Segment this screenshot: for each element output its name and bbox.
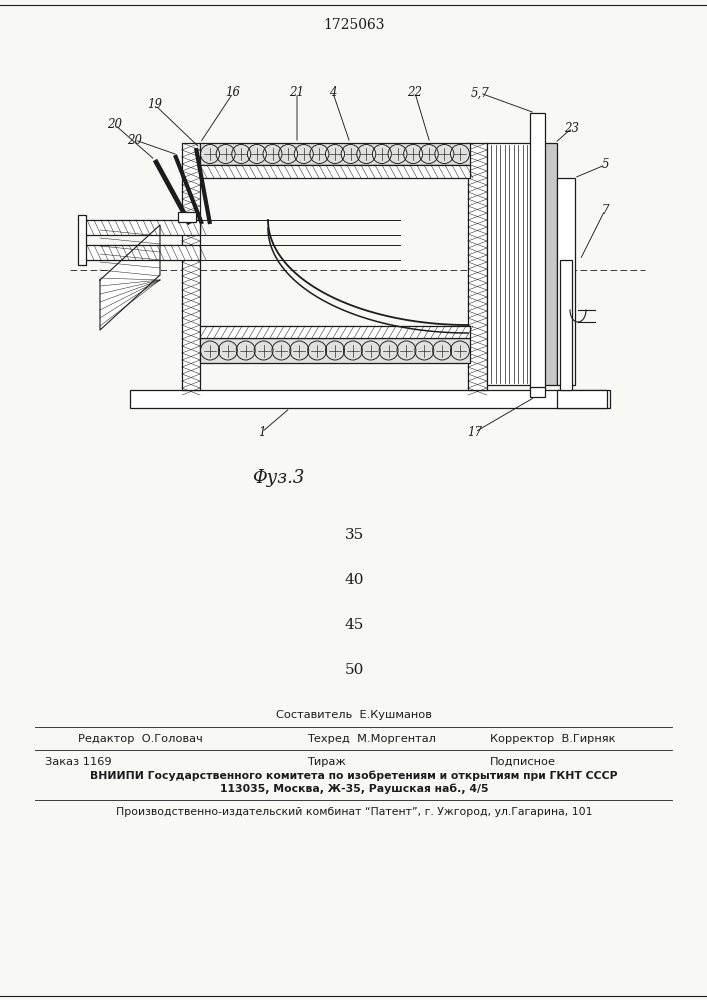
Text: 5,7: 5,7 xyxy=(471,87,489,100)
Bar xyxy=(468,143,487,390)
Text: 17: 17 xyxy=(467,426,482,438)
Text: 1725063: 1725063 xyxy=(323,18,385,32)
Text: Заказ 1169: Заказ 1169 xyxy=(45,757,112,767)
Text: 35: 35 xyxy=(344,528,363,542)
Bar xyxy=(530,113,545,390)
Text: Составитель  Е.Кушманов: Составитель Е.Кушманов xyxy=(276,710,432,720)
Text: 40: 40 xyxy=(344,573,363,587)
Polygon shape xyxy=(100,225,160,330)
Text: 16: 16 xyxy=(226,87,240,100)
Text: Редактор  О.Головач: Редактор О.Головач xyxy=(78,734,203,744)
Text: 18: 18 xyxy=(103,294,117,306)
Text: 20: 20 xyxy=(127,133,143,146)
Text: 1: 1 xyxy=(258,426,266,438)
Bar xyxy=(200,326,470,338)
Text: 23: 23 xyxy=(564,121,580,134)
Bar xyxy=(80,245,200,260)
Bar xyxy=(130,390,610,408)
Bar xyxy=(487,143,543,385)
Text: Техред  М.Моргентал: Техред М.Моргентал xyxy=(307,734,436,744)
Text: 113035, Москва, Ж-35, Раушская наб., 4/5: 113035, Москва, Ж-35, Раушская наб., 4/5 xyxy=(220,784,489,794)
Text: 50: 50 xyxy=(344,663,363,677)
Text: 5: 5 xyxy=(601,158,609,172)
Bar xyxy=(560,260,572,390)
Text: Φуз.3: Φуз.3 xyxy=(252,469,304,487)
Bar xyxy=(200,165,470,178)
Bar xyxy=(530,387,545,397)
Bar xyxy=(200,143,470,165)
Text: 21: 21 xyxy=(289,87,305,100)
Bar xyxy=(557,178,575,385)
Text: 22: 22 xyxy=(407,87,423,100)
Bar xyxy=(200,338,470,363)
Text: 19: 19 xyxy=(148,99,163,111)
Text: 20: 20 xyxy=(107,118,122,131)
Bar xyxy=(557,390,607,408)
Text: ВНИИПИ Государственного комитета по изобретениям и открытиям при ГКНТ СССР: ВНИИПИ Государственного комитета по изоб… xyxy=(90,771,618,781)
Bar xyxy=(182,143,200,390)
Text: Подписное: Подписное xyxy=(490,757,556,767)
Bar xyxy=(178,212,196,222)
Text: Корректор  В.Гирняк: Корректор В.Гирняк xyxy=(490,734,616,744)
Bar xyxy=(543,143,557,385)
Bar xyxy=(80,220,200,235)
Text: Тираж: Тираж xyxy=(307,757,346,767)
Text: 45: 45 xyxy=(344,618,363,632)
Text: 4: 4 xyxy=(329,87,337,100)
Bar xyxy=(78,215,86,265)
Text: Производственно-издательский комбинат “Патент”, г. Ужгород, ул.Гагарина, 101: Производственно-издательский комбинат “П… xyxy=(116,807,592,817)
Text: 7: 7 xyxy=(601,204,609,217)
